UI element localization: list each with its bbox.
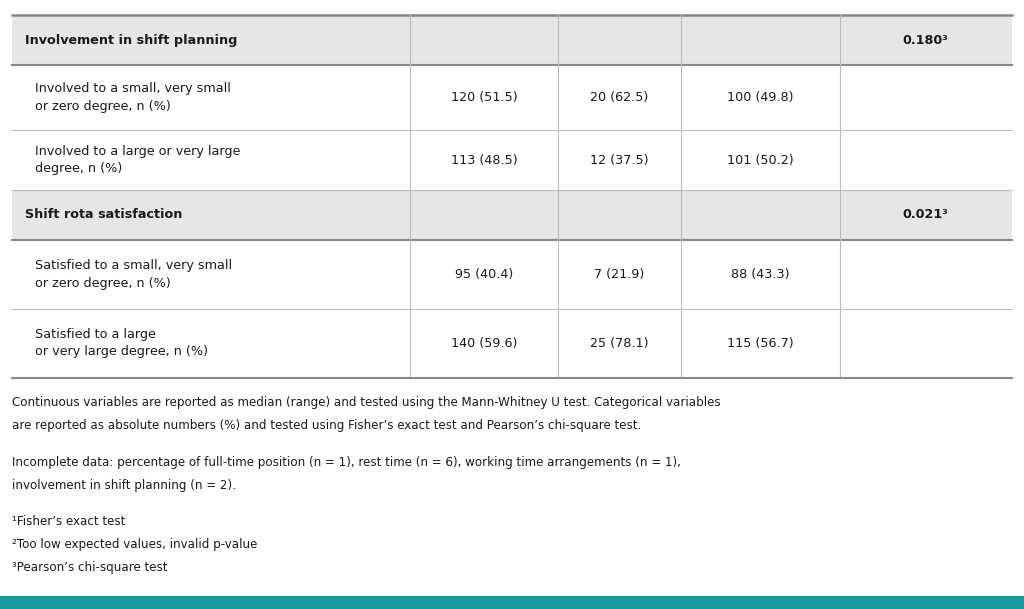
Text: 140 (59.6): 140 (59.6) — [451, 337, 517, 350]
Bar — [12, 15, 1012, 65]
Text: 0.180³: 0.180³ — [903, 33, 948, 47]
Text: Incomplete data: percentage of full-time position (n = 1), rest time (n = 6), wo: Incomplete data: percentage of full-time… — [12, 456, 681, 468]
Text: 12 (37.5): 12 (37.5) — [590, 153, 649, 167]
Text: 113 (48.5): 113 (48.5) — [451, 153, 517, 167]
Bar — [12, 65, 1012, 130]
Text: 88 (43.3): 88 (43.3) — [731, 268, 790, 281]
Text: 7 (21.9): 7 (21.9) — [594, 268, 645, 281]
Text: Involved to a small, very small
or zero degree, n (%): Involved to a small, very small or zero … — [35, 82, 230, 113]
Text: 100 (49.8): 100 (49.8) — [727, 91, 794, 104]
Text: 0.021³: 0.021³ — [903, 208, 948, 222]
Text: Satisfied to a small, very small
or zero degree, n (%): Satisfied to a small, very small or zero… — [35, 259, 232, 290]
Text: Involved to a large or very large
degree, n (%): Involved to a large or very large degree… — [35, 145, 241, 175]
Bar — [0, 596, 1024, 609]
Bar — [12, 240, 1012, 309]
Text: 95 (40.4): 95 (40.4) — [455, 268, 513, 281]
Text: Involvement in shift planning: Involvement in shift planning — [25, 33, 237, 47]
Text: involvement in shift planning (n = 2).: involvement in shift planning (n = 2). — [12, 479, 237, 491]
Text: 115 (56.7): 115 (56.7) — [727, 337, 794, 350]
Text: Shift rota satisfaction: Shift rota satisfaction — [25, 208, 182, 222]
Text: 25 (78.1): 25 (78.1) — [590, 337, 649, 350]
Text: ³Pearson’s chi-square test: ³Pearson’s chi-square test — [12, 561, 168, 574]
Text: are reported as absolute numbers (%) and tested using Fisher’s exact test and Pe: are reported as absolute numbers (%) and… — [12, 419, 642, 432]
Text: Satisfied to a large
or very large degree, n (%): Satisfied to a large or very large degre… — [35, 328, 208, 359]
Bar — [12, 190, 1012, 240]
Text: ²Too low expected values, invalid p-value: ²Too low expected values, invalid p-valu… — [12, 538, 258, 551]
Text: 20 (62.5): 20 (62.5) — [591, 91, 648, 104]
Text: 120 (51.5): 120 (51.5) — [451, 91, 517, 104]
Text: ¹Fisher’s exact test: ¹Fisher’s exact test — [12, 515, 126, 528]
Text: Continuous variables are reported as median (range) and tested using the Mann-Wh: Continuous variables are reported as med… — [12, 396, 721, 409]
Bar — [12, 309, 1012, 378]
Text: 101 (50.2): 101 (50.2) — [727, 153, 794, 167]
Bar — [12, 130, 1012, 190]
